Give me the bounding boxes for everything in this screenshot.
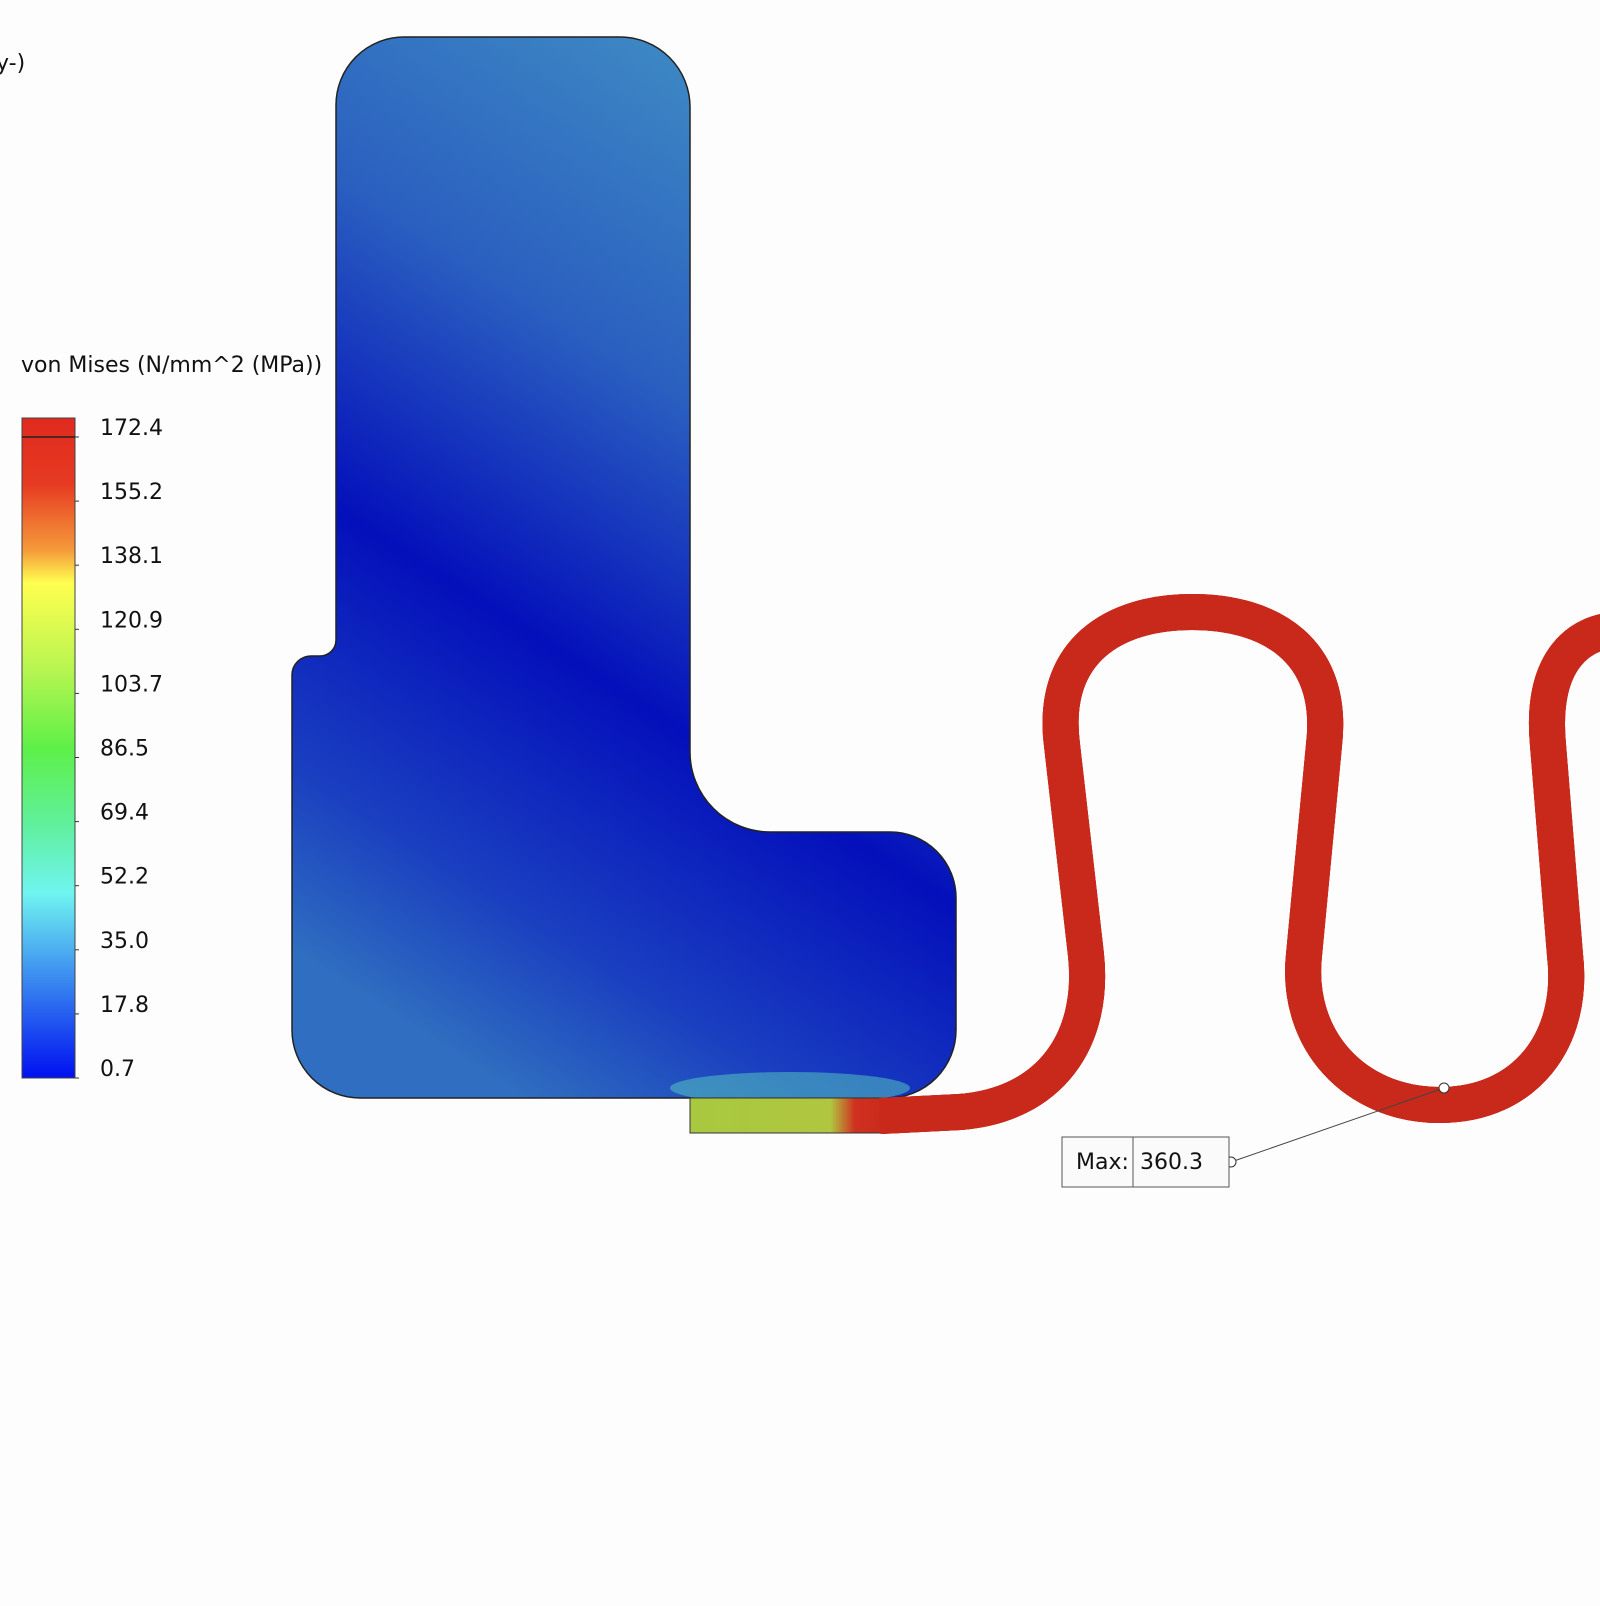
spring-center <box>880 612 1600 1116</box>
part-body <box>291 36 957 1099</box>
legend-label: 86.5 <box>100 737 149 762</box>
stress-zone <box>670 1072 910 1104</box>
callout-label: Max: <box>1076 1150 1129 1175</box>
legend-label: 0.7 <box>100 1057 135 1082</box>
legend-labels: 172.4 155.2 138.1 120.9 103.7 86.5 69.4 52.2 35.… <box>75 416 163 1082</box>
plate <box>689 1097 892 1134</box>
color-bar <box>21 417 76 1079</box>
legend-label: 172.4 <box>100 416 163 441</box>
max-point <box>1438 1082 1450 1094</box>
callout-box[interactable] <box>1061 1136 1230 1188</box>
legend-label: 103.7 <box>100 672 163 697</box>
cut-text: y-) <box>0 51 25 76</box>
spring-core <box>880 612 1600 1116</box>
legend-label: 17.8 <box>100 993 149 1018</box>
legend-label: 138.1 <box>100 544 163 569</box>
spring <box>879 593 1600 1134</box>
legend-label: 69.4 <box>100 801 149 826</box>
spring-mid <box>880 612 1600 1116</box>
legend-title: von Mises (N/mm^2 (MPa)) <box>21 353 322 378</box>
legend-label: 52.2 <box>100 865 149 890</box>
callout-leader <box>1230 1087 1445 1163</box>
legend-label: 120.9 <box>100 608 163 633</box>
callout-value: 360.3 <box>1140 1150 1203 1175</box>
legend-label: 35.0 <box>100 929 149 954</box>
legend-label: 155.2 <box>100 480 163 505</box>
spring-outer <box>879 593 1600 1134</box>
